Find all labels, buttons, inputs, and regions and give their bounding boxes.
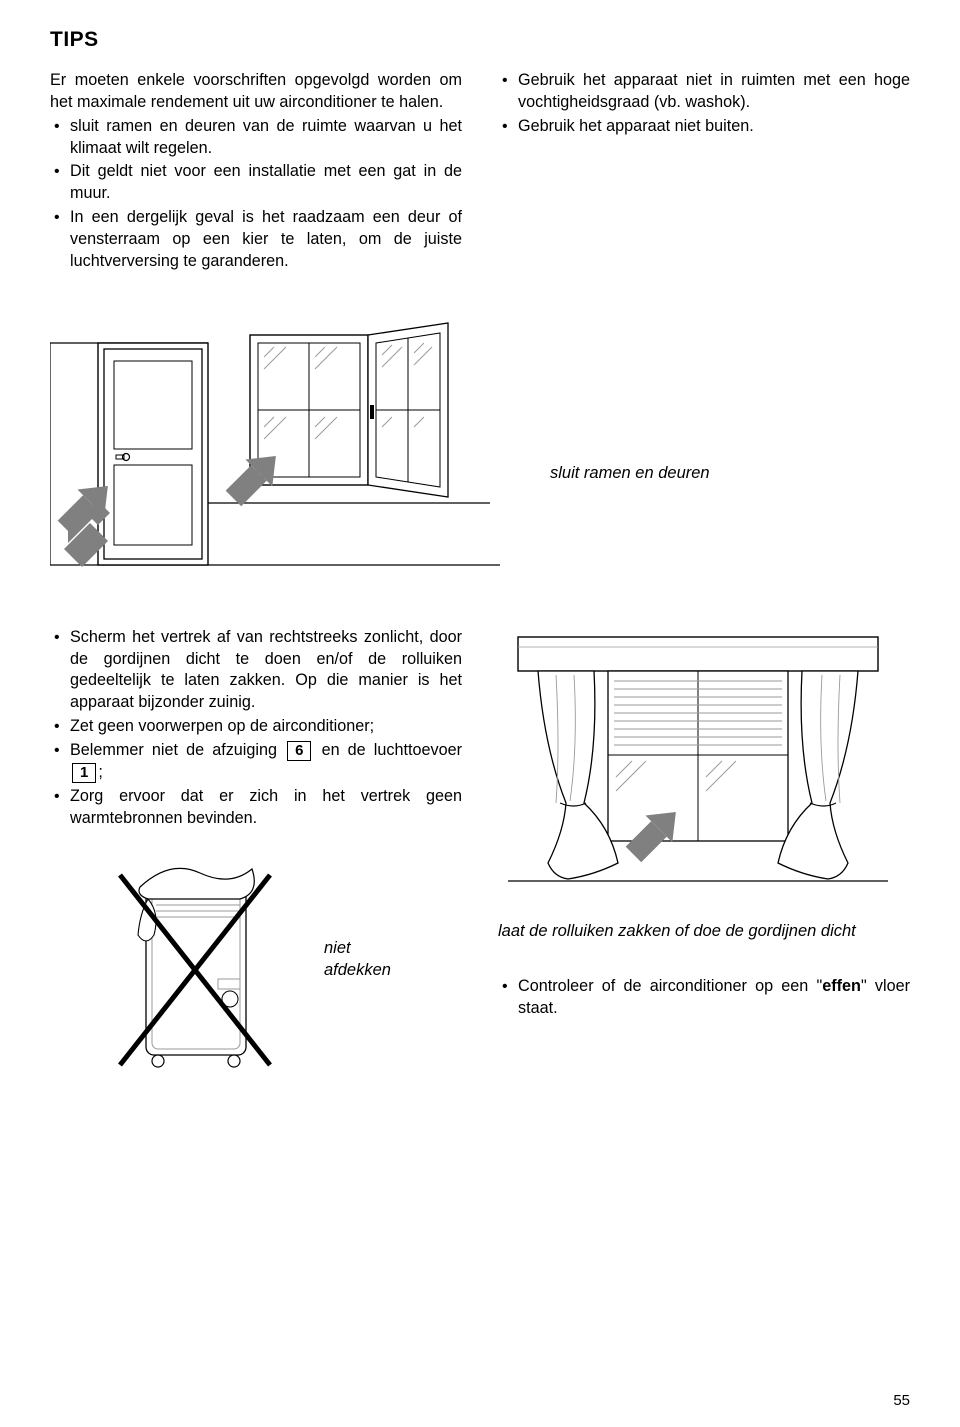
bottom-columns: Scherm het vertrek af van rechtstreeks z… [50, 627, 910, 1080]
list-item: Gebruik het apparaat niet in ruimten met… [498, 70, 910, 114]
text-fragment: ; [98, 763, 103, 781]
list-item: Belemmer niet de afzuiging 6 en de lucht… [50, 740, 462, 784]
caption-blinds: laat de rolluiken zakken of doe de gordi… [498, 921, 910, 942]
list-item: Dit geldt niet voor een installatie met … [50, 161, 462, 205]
bottom-col-left: Scherm het vertrek af van rechtstreeks z… [50, 627, 462, 1080]
right-bullet-list: Gebruik het apparaat niet in ruimten met… [498, 70, 910, 138]
illustration-door-window-row: sluit ramen en deuren [50, 315, 910, 575]
text-fragment: Belemmer niet de afzuiging [70, 741, 285, 759]
list-item: sluit ramen en deuren van de ruimte waar… [50, 116, 462, 160]
caption-do-not-cover: niet afdekken [324, 937, 391, 982]
col-right: Gebruik het apparaat niet in ruimten met… [498, 70, 910, 275]
text-line: niet [324, 939, 351, 957]
curtains-illustration [498, 627, 898, 907]
col-left: Er moeten enkele voorschriften opgevolgd… [50, 70, 462, 275]
list-item: Gebruik het apparaat niet buiten. [498, 116, 910, 138]
bottom-col-right: laat de rolluiken zakken of doe de gordi… [498, 627, 910, 1022]
list-item: Zorg ervoor dat er zich in het vertrek g… [50, 786, 462, 830]
reference-number-box: 6 [287, 741, 311, 761]
list-item: Zet geen voorwerpen op de airconditioner… [50, 716, 462, 738]
text-bold: effen [822, 977, 861, 995]
text-line: afdekken [324, 961, 391, 979]
reference-number-box: 1 [72, 763, 96, 783]
door-window-illustration [50, 315, 500, 575]
page-number: 55 [893, 1392, 910, 1409]
intro-paragraph: Er moeten enkele voorschriften opgevolgd… [50, 70, 462, 114]
caption-close-windows: sluit ramen en deuren [550, 463, 710, 484]
unit-crossed-row: niet afdekken [90, 839, 462, 1079]
bottom-left-bullet-list: Scherm het vertrek af van rechtstreeks z… [50, 627, 462, 830]
text-fragment: en de luchttoevoer [313, 741, 462, 759]
airconditioner-crossed-illustration [90, 839, 290, 1079]
list-item: Controleer of de airconditioner op een "… [498, 976, 910, 1020]
bottom-right-bullet-list: Controleer of de airconditioner op een "… [498, 976, 910, 1020]
left-bullet-list: sluit ramen en deuren van de ruimte waar… [50, 116, 462, 273]
list-item: In een dergelijk geval is het raadzaam e… [50, 207, 462, 273]
list-item: Scherm het vertrek af van rechtstreeks z… [50, 627, 462, 714]
page-title: TIPS [50, 28, 910, 52]
top-columns: Er moeten enkele voorschriften opgevolgd… [50, 70, 910, 275]
text-fragment: Controleer of de airconditioner op een " [518, 977, 822, 995]
